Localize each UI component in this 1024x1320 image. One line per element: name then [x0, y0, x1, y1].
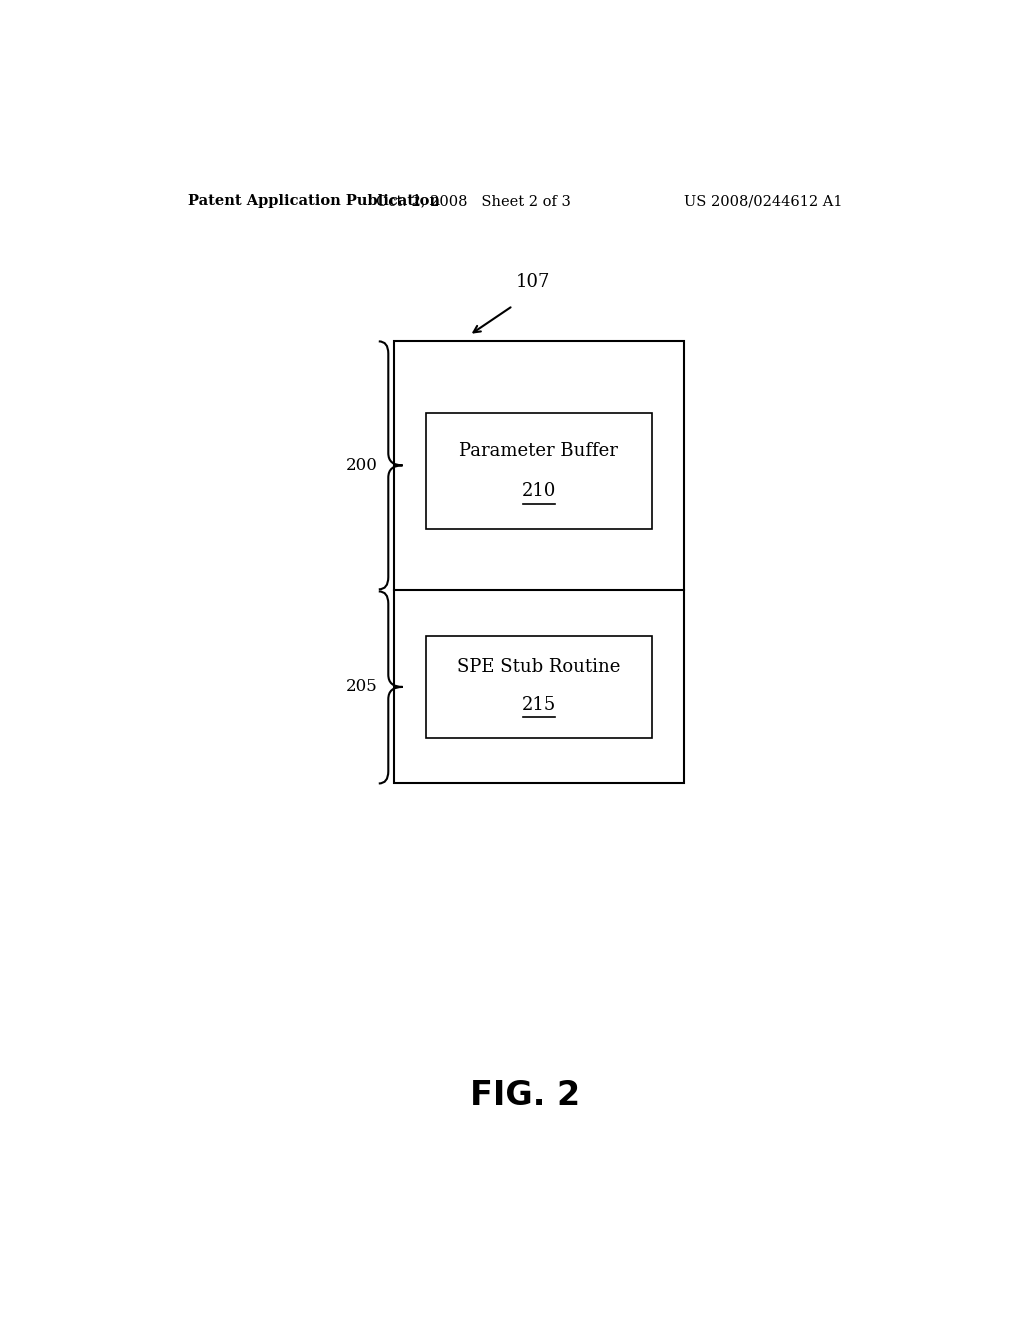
Bar: [394, 342, 684, 784]
Text: Patent Application Publication: Patent Application Publication: [187, 194, 439, 209]
Bar: [426, 636, 651, 738]
Text: 210: 210: [521, 482, 556, 500]
Text: 107: 107: [515, 272, 550, 290]
Text: 205: 205: [346, 678, 378, 696]
Bar: [426, 413, 651, 529]
Text: US 2008/0244612 A1: US 2008/0244612 A1: [684, 194, 842, 209]
Text: 215: 215: [521, 696, 556, 714]
Text: SPE Stub Routine: SPE Stub Routine: [457, 657, 621, 676]
Text: FIG. 2: FIG. 2: [470, 1078, 580, 1111]
Text: Parameter Buffer: Parameter Buffer: [459, 442, 618, 459]
Text: Oct. 2, 2008   Sheet 2 of 3: Oct. 2, 2008 Sheet 2 of 3: [376, 194, 570, 209]
Text: 200: 200: [346, 457, 378, 474]
